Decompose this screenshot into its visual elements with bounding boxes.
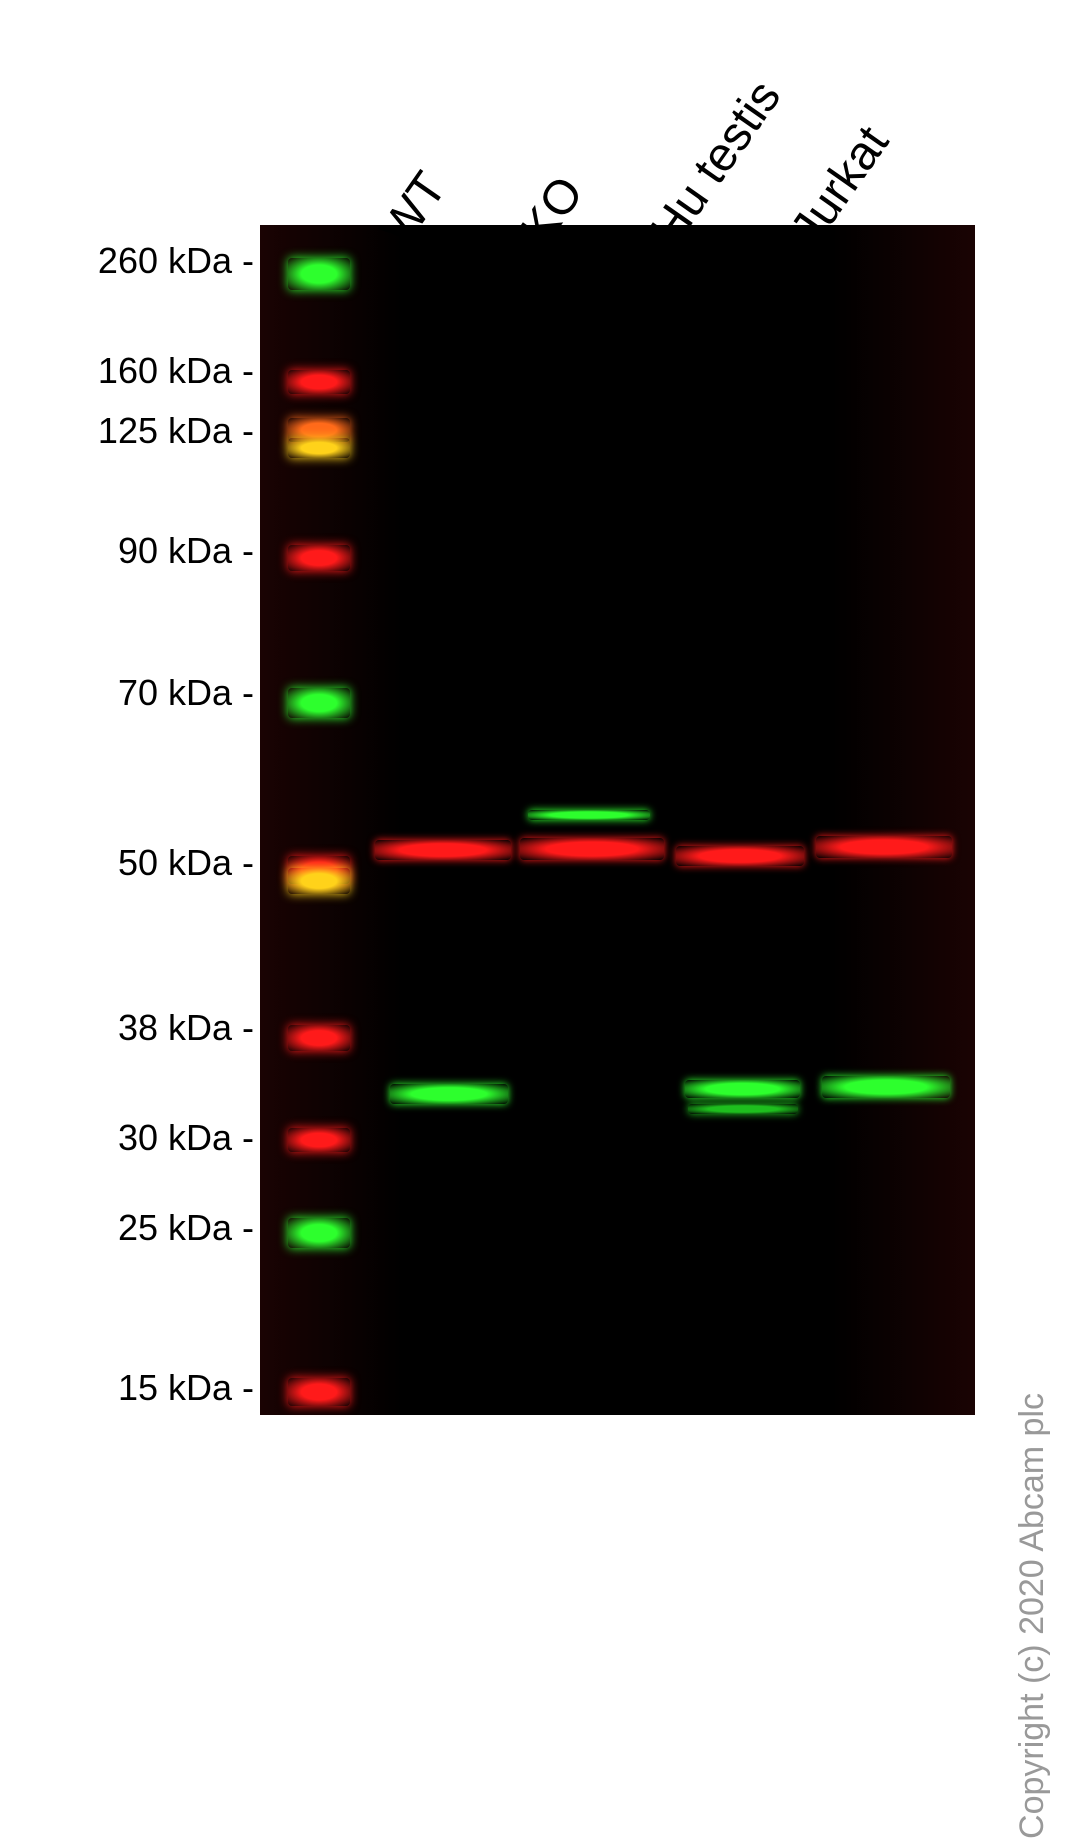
marker-label: 25 kDa -	[118, 1207, 254, 1249]
sample-band-red	[816, 836, 952, 858]
marker-label: 50 kDa -	[118, 842, 254, 884]
marker-label: 30 kDa -	[118, 1117, 254, 1159]
ladder-band	[288, 688, 350, 718]
ladder-band	[288, 545, 350, 571]
sample-band-red	[676, 846, 804, 866]
ladder-band	[288, 1218, 350, 1248]
ladder-band	[288, 1128, 350, 1152]
blot-background	[260, 225, 975, 1415]
marker-label: 90 kDa -	[118, 530, 254, 572]
sample-band-green	[822, 1076, 950, 1098]
sample-band-red	[520, 838, 664, 860]
sample-band-green	[528, 810, 650, 820]
sample-band-red	[375, 840, 511, 860]
ladder-band	[288, 370, 350, 394]
copyright-text: Copyright (c) 2020 Abcam plc	[1013, 1393, 1052, 1839]
ladder-band	[288, 868, 350, 894]
sample-band-green	[390, 1084, 508, 1104]
marker-label: 38 kDa -	[118, 1007, 254, 1049]
ladder-band	[288, 1378, 350, 1406]
marker-label: 70 kDa -	[118, 672, 254, 714]
marker-label: 125 kDa -	[98, 410, 254, 452]
ladder-band	[288, 258, 350, 290]
ladder-band	[288, 1025, 350, 1051]
ladder-band	[288, 438, 350, 458]
marker-label: 260 kDa -	[98, 240, 254, 282]
marker-label: 160 kDa -	[98, 350, 254, 392]
sample-band-green	[685, 1080, 800, 1098]
sample-band-green	[688, 1104, 798, 1114]
figure-container: Copyright (c) 2020 Abcam plc 260 kDa -16…	[0, 0, 1080, 1453]
marker-label: 15 kDa -	[118, 1367, 254, 1409]
